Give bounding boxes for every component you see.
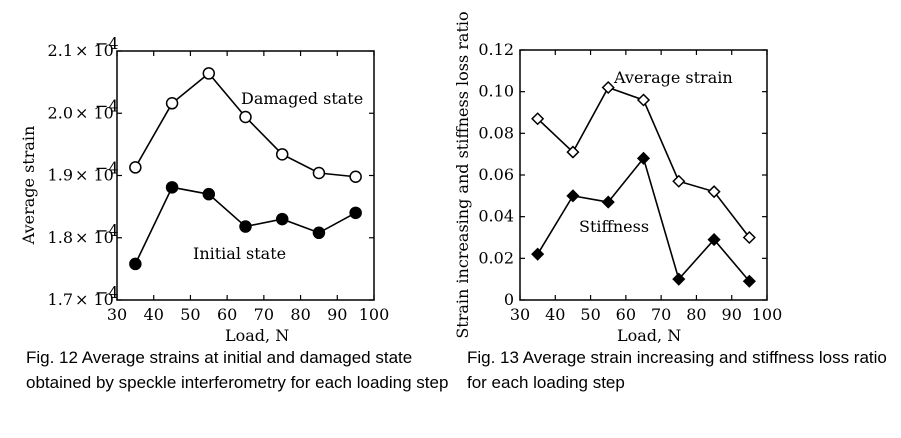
- y-tick-label: 0.10: [478, 82, 514, 101]
- y-tick-label: 0.02: [478, 248, 514, 267]
- data-point: [531, 112, 545, 126]
- data-point: [636, 151, 651, 165]
- y-tick-exponent-power: −4: [95, 221, 119, 240]
- figure-caption-13: Fig. 13 Average strain increasing and st…: [467, 348, 887, 392]
- data-point: [129, 161, 142, 174]
- x-tick-label: 40: [545, 305, 565, 324]
- y-tick-exponent: × 10: [75, 41, 114, 60]
- data-point: [672, 174, 686, 188]
- y-tick-label: 2.0: [48, 103, 73, 122]
- y-tick-label: 1.8: [48, 228, 73, 247]
- y-axis-label: Average strain: [19, 126, 38, 246]
- x-tick-label: 40: [144, 305, 164, 324]
- x-tick-label: 60: [217, 305, 237, 324]
- data-point: [349, 170, 362, 183]
- data-point: [275, 148, 289, 161]
- x-tick-label: 90: [327, 305, 347, 324]
- data-point: [239, 220, 252, 233]
- data-point: [202, 67, 216, 80]
- data-point: [707, 233, 721, 247]
- x-axis-label: Load, N: [617, 326, 681, 345]
- y-tick-exponent: × 10: [75, 228, 114, 247]
- data-point: [742, 230, 756, 245]
- y-tick-label: 0.06: [478, 165, 514, 184]
- x-tick-label: 70: [254, 305, 274, 324]
- x-tick-label: 100: [752, 305, 783, 324]
- y-tick-label: 2.1: [48, 41, 73, 60]
- data-point: [129, 257, 142, 271]
- data-point: [312, 226, 326, 240]
- y-tick-label: 0.04: [478, 207, 514, 226]
- plot-frame: [519, 49, 768, 301]
- x-tick-label: 50: [580, 305, 600, 324]
- y-tick-exponent: × 10: [75, 290, 114, 309]
- data-point: [601, 195, 615, 209]
- data-point: [312, 166, 326, 180]
- series-label-stiffness: Stiffness: [579, 217, 649, 236]
- series-label-average-strain: Average strain: [613, 68, 733, 87]
- x-tick-label: 80: [290, 305, 310, 324]
- x-tick-label: 90: [722, 305, 742, 324]
- x-tick-label: 70: [651, 305, 671, 324]
- y-tick-exponent: × 10: [75, 166, 114, 185]
- x-tick-label: 30: [107, 305, 127, 324]
- y-tick-exponent-power: −4: [95, 159, 119, 178]
- chart-strain-stiffness: 30 40 50 60 70 80 90 100 0 0.02 0.04 0.06 0.08 0.10 0.…: [453, 11, 782, 345]
- data-point: [636, 93, 651, 107]
- y-tick-label: 1.7: [48, 290, 73, 309]
- data-point: [566, 189, 580, 203]
- y-tick-exponent-power: −4: [95, 283, 119, 302]
- data-point: [672, 272, 686, 286]
- data-point: [601, 80, 615, 95]
- series-label-initial: Initial state: [193, 244, 286, 263]
- data-point: [566, 145, 580, 159]
- y-tick-label: 0.12: [478, 40, 514, 59]
- y-tick-exponent: × 10: [75, 103, 114, 122]
- data-point: [165, 97, 179, 110]
- x-tick-label: 50: [180, 305, 200, 324]
- data-point: [349, 206, 362, 220]
- y-tick-label: 0.08: [478, 123, 514, 142]
- y-tick-exponent-power: −4: [95, 34, 119, 53]
- y-tick-label: 1.9: [48, 166, 73, 185]
- y-axis-label: Strain increasing and stiffness loss rat…: [453, 11, 472, 338]
- x-tick-label: 30: [510, 305, 530, 324]
- x-axis-label: Load, N: [225, 326, 289, 345]
- figure-caption-12: Fig. 12 Average strains at initial and d…: [26, 348, 449, 392]
- data-point: [275, 212, 289, 226]
- data-point: [165, 181, 179, 194]
- data-point: [707, 185, 721, 199]
- data-point: [239, 110, 252, 124]
- series-label-damaged: Damaged state: [241, 89, 363, 108]
- x-tick-label: 60: [616, 305, 636, 324]
- data-point: [202, 187, 216, 201]
- y-tick-exponent-power: −4: [95, 96, 119, 115]
- x-tick-label: 80: [686, 305, 706, 324]
- data-point: [531, 247, 545, 261]
- data-point: [742, 274, 756, 288]
- y-tick-label: 0: [504, 290, 514, 309]
- x-tick-label: 100: [359, 305, 390, 324]
